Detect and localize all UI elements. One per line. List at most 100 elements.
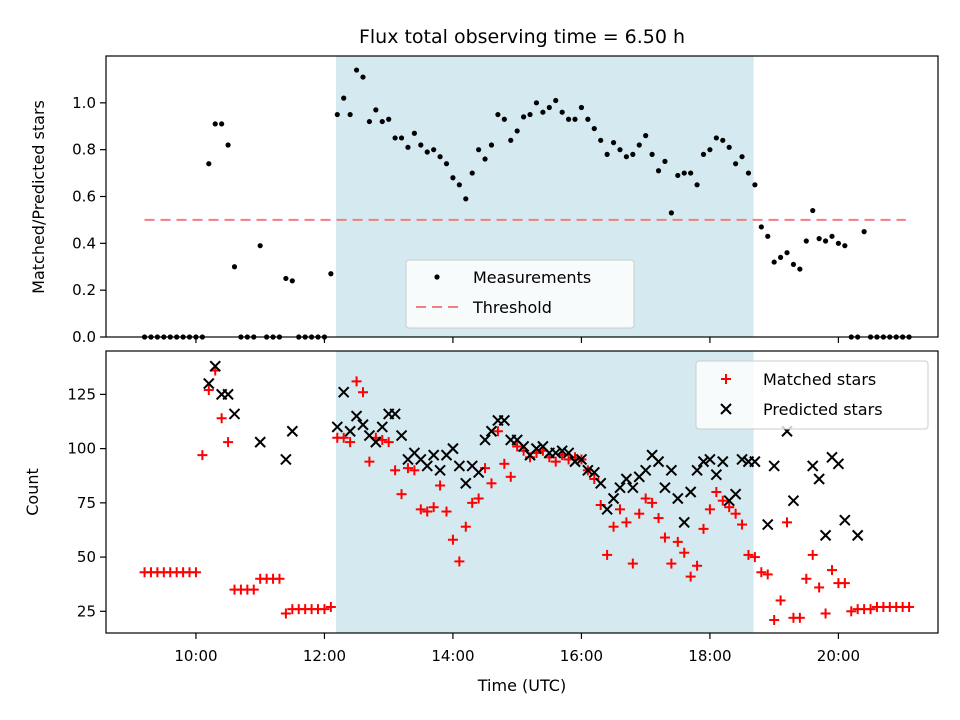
measurement-point (784, 250, 790, 256)
bottom-y-tick-label: 25 (77, 602, 96, 620)
measurement-point (713, 135, 719, 141)
matched-star-point (904, 601, 915, 612)
predicted-star-point (601, 503, 613, 516)
measurement-point (527, 111, 533, 118)
chart-title: Flux total observing time = 6.50 h (359, 26, 685, 48)
bottom-y-tick-label: 50 (77, 548, 96, 566)
predicted-star-point (550, 447, 562, 459)
matched-star-point (737, 519, 748, 530)
matched-star-point (762, 569, 773, 580)
matched-star-point (782, 517, 793, 528)
measurement-point (398, 135, 405, 141)
predicted-star-point (389, 408, 401, 420)
matched-star-point (717, 495, 728, 506)
matched-star-point (325, 601, 336, 612)
predicted-star-point (819, 529, 832, 542)
measurement-point (777, 254, 784, 260)
matched-star-point (512, 441, 523, 452)
measurement-point (289, 278, 295, 284)
predicted-star-point (736, 453, 748, 466)
matched-star-point (274, 573, 285, 584)
predicted-star-point (376, 421, 388, 433)
predicted-star-point (832, 458, 845, 470)
top-y-tick-label: 0.8 (72, 141, 96, 159)
measurement-point (553, 97, 559, 104)
matched-star-point (357, 387, 368, 398)
top-y-tick-label: 0.0 (72, 328, 96, 346)
measurement-point (861, 229, 867, 235)
matched-star-point (447, 534, 458, 545)
matched-star-point (653, 513, 664, 524)
predicted-star-point (434, 464, 446, 477)
x-tick-label: 18:00 (688, 647, 731, 665)
predicted-star-point (447, 442, 459, 455)
measurement-point (373, 107, 379, 113)
measurement-point (450, 175, 456, 181)
predicted-star-point (350, 410, 363, 422)
legend-matched-label: Matched stars (763, 370, 876, 389)
predicted-star-point (787, 494, 800, 507)
matched-star-point (647, 497, 658, 508)
measurement-point (257, 243, 263, 249)
measurement-point (546, 104, 552, 111)
matched-star-point (814, 582, 825, 593)
measurement-point (835, 240, 842, 246)
measurement-point (636, 142, 642, 148)
measurement-point (424, 149, 430, 155)
matched-star-point (704, 504, 715, 515)
measurement-point (521, 114, 527, 120)
legend-measurements-marker (434, 274, 440, 280)
measurement-point (733, 161, 739, 167)
matched-star-point (428, 502, 439, 513)
bottom-legend-box (695, 360, 929, 430)
top-legend-box (405, 259, 635, 329)
legend-measurements-label: Measurements (473, 268, 591, 287)
predicted-star-point (659, 481, 671, 494)
measurement-point (231, 264, 238, 270)
predicted-star-point (421, 460, 433, 472)
predicted-star-point (807, 460, 819, 472)
matched-star-point (801, 573, 812, 584)
measurement-point (598, 137, 604, 143)
measurement-point (739, 154, 745, 160)
bottom-x-axis: 10:00 12:00 14:00 16:00 18:00 20:00 (174, 633, 860, 665)
measurement-point (617, 147, 623, 153)
predicted-star-point (517, 440, 530, 453)
matched-star-point (216, 413, 227, 424)
measurement-point (411, 130, 417, 136)
predicted-star-point (479, 434, 491, 446)
matched-star-point (460, 521, 471, 532)
bottom-legend: Matched stars Predicted stars (695, 360, 929, 430)
x-tick-label: 14:00 (431, 647, 474, 665)
matched-star-point (550, 456, 561, 467)
measurement-point (540, 109, 546, 115)
top-y-tick-label: 1.0 (72, 94, 96, 112)
measurement-point (630, 151, 636, 157)
predicted-star-point (280, 453, 292, 466)
matched-star-point (505, 471, 516, 482)
measurement-point (707, 147, 713, 153)
predicted-star-point (203, 377, 215, 390)
matched-star-point (608, 521, 619, 532)
measurement-point (212, 121, 218, 127)
matched-star-point (679, 547, 690, 558)
matched-star-point (319, 604, 330, 615)
matched-star-point (499, 458, 510, 469)
matched-star-point (602, 549, 613, 560)
measurement-point (842, 243, 848, 249)
bottom-panel: 25 50 75 100 125 10:00 12:00 14:00 16:00 18:00 20… (23, 350, 939, 695)
matched-star-point (711, 487, 722, 497)
matched-star-point (634, 508, 645, 519)
matched-star-point (248, 584, 259, 595)
matched-star-point (422, 506, 433, 517)
measurement-point (822, 238, 829, 244)
measurement-point (334, 111, 340, 118)
measurement-point (565, 116, 572, 122)
measurement-point (810, 207, 816, 214)
predicted-star-point (665, 464, 678, 477)
matched-star-point (685, 571, 696, 582)
measurement-point (668, 210, 674, 216)
measurement-point (495, 111, 501, 118)
x-tick-label: 12:00 (303, 647, 346, 665)
